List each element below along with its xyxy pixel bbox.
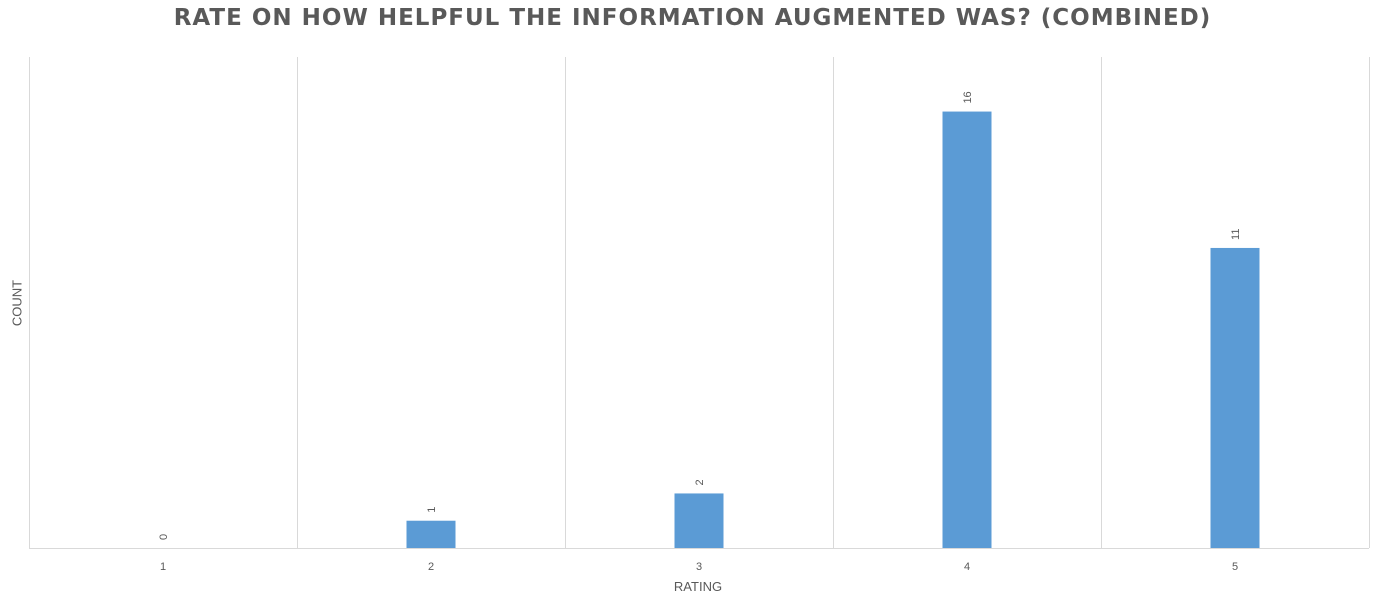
data-label: 0 [158, 534, 170, 540]
data-label: 1 [426, 507, 438, 513]
x-tick-label: 4 [964, 561, 970, 573]
x-axis-title: RATING [673, 579, 723, 594]
x-tick-label: 3 [696, 561, 702, 573]
x-tick-label: 1 [160, 561, 166, 573]
data-label: 16 [962, 91, 974, 103]
bar [1210, 247, 1260, 548]
data-label: 2 [694, 479, 706, 485]
data-label: 11 [1230, 229, 1242, 240]
bar [674, 493, 724, 548]
chart-title: RATE ON HOW HELPFUL THE INFORMATION AUGM… [173, 5, 1212, 31]
bar [406, 520, 456, 548]
x-tick-label: 2 [428, 561, 434, 573]
bar [942, 111, 992, 549]
x-tick-label: 5 [1232, 561, 1238, 573]
